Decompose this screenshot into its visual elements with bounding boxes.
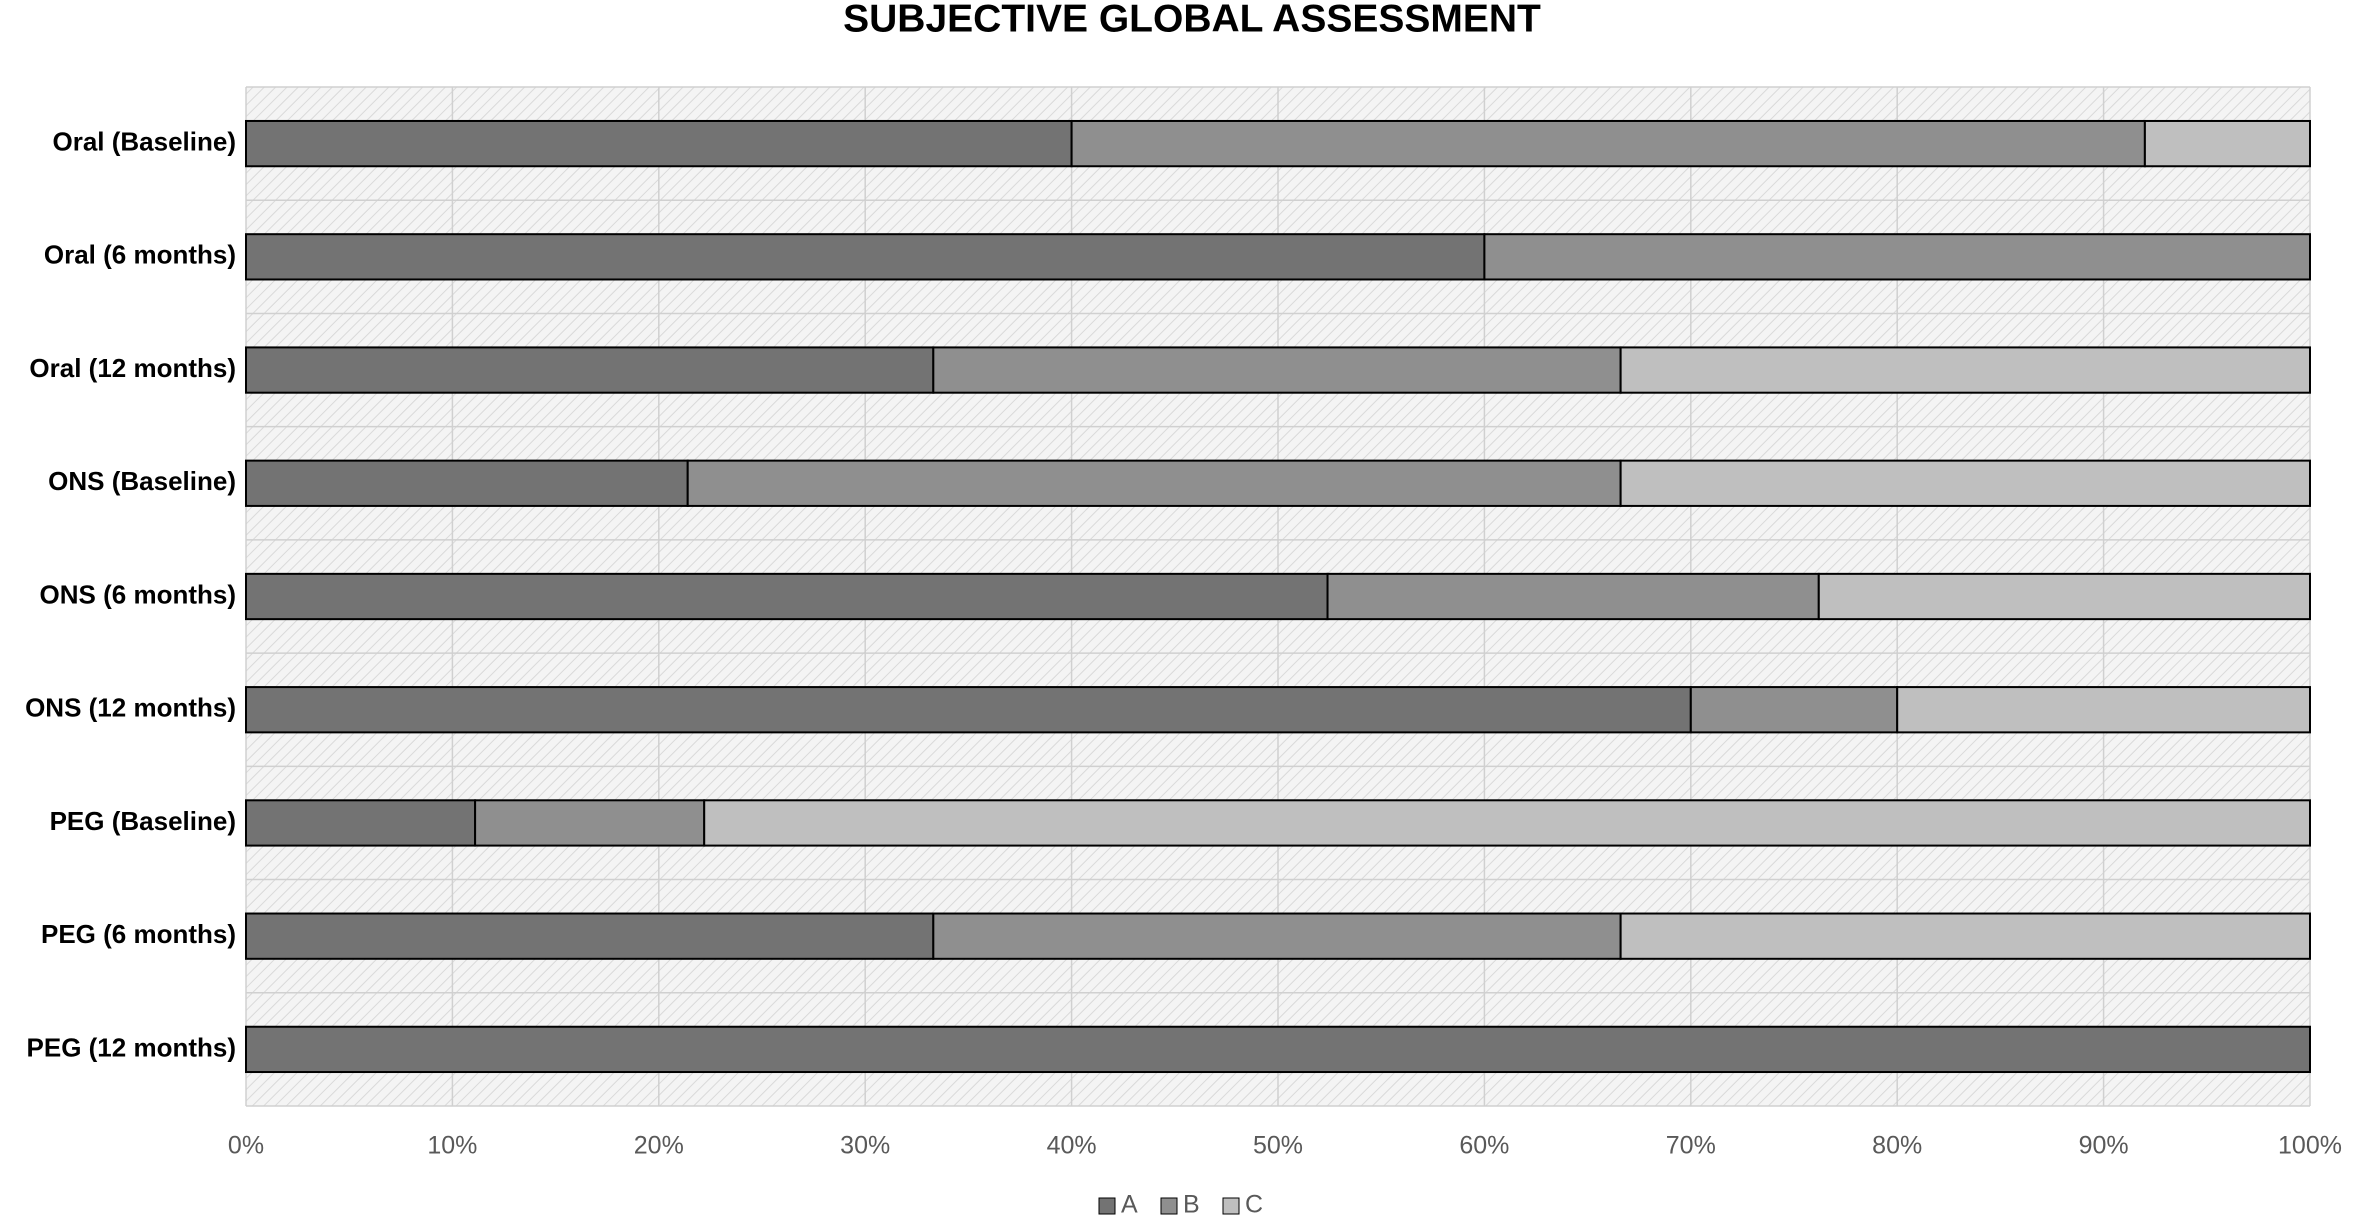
x-tick-label: 10%	[427, 1132, 477, 1160]
y-tick-label: Oral (12 months)	[29, 353, 236, 383]
bar-segment	[245, 346, 935, 394]
x-tick-label: 70%	[1666, 1132, 1716, 1160]
x-tick-label: 50%	[1253, 1132, 1303, 1160]
bar-segment	[245, 1025, 2311, 1074]
bar-segment	[1483, 233, 2311, 281]
bar-segment	[245, 459, 689, 507]
bar-segment	[1817, 572, 2311, 621]
y-tick-label: Oral (Baseline)	[52, 126, 236, 156]
x-tick-label: 80%	[1872, 1132, 1922, 1160]
y-tick-label: ONS (6 months)	[40, 579, 236, 609]
x-tick-label: 0%	[228, 1132, 264, 1160]
legend-label: A	[1121, 1191, 1138, 1219]
x-tick-label: 40%	[1047, 1132, 1097, 1160]
bar-segment	[245, 799, 477, 847]
x-tick-label: 100%	[2278, 1132, 2342, 1160]
bar-segment	[245, 233, 1486, 281]
bar-segment	[474, 799, 706, 847]
y-tick-label: PEG (12 months)	[27, 1032, 236, 1062]
bar-segment	[1619, 346, 2311, 394]
bar-segment	[932, 346, 1622, 394]
bar-segment	[1896, 686, 2311, 734]
bar-segment	[2143, 119, 2311, 168]
chart-title: SUBJECTIVE GLOBAL ASSESSMENT	[843, 0, 1541, 40]
legend-swatch	[1222, 1197, 1240, 1215]
x-tick-label: 20%	[634, 1132, 684, 1160]
y-tick-label: ONS (Baseline)	[48, 466, 236, 496]
y-tick-label: Oral (6 months)	[44, 240, 236, 270]
y-tick-label: PEG (6 months)	[41, 919, 236, 949]
legend-label: C	[1245, 1191, 1263, 1219]
bar-segment	[245, 686, 1692, 734]
bar-segment	[245, 119, 1073, 168]
x-tick-label: 90%	[2079, 1132, 2129, 1160]
y-tick-label: ONS (12 months)	[25, 693, 236, 723]
legend-swatch	[1160, 1197, 1178, 1215]
y-tick-label: PEG (Baseline)	[50, 806, 236, 836]
x-tick-label: 30%	[840, 1132, 890, 1160]
x-tick-label: 60%	[1459, 1132, 1509, 1160]
bar-segment	[1689, 686, 1899, 734]
bar-segment	[703, 799, 2311, 847]
bar-segment	[1326, 572, 1820, 621]
bar-segment	[1619, 459, 2311, 507]
bar-segment	[1619, 912, 2311, 960]
legend-label: B	[1183, 1191, 1200, 1219]
bar-segment	[686, 459, 1622, 507]
bar-segment	[932, 912, 1622, 960]
bar-segment	[1070, 119, 2146, 168]
bar-segment	[245, 572, 1329, 621]
legend-swatch	[1098, 1197, 1116, 1215]
bar-segment	[245, 912, 935, 960]
